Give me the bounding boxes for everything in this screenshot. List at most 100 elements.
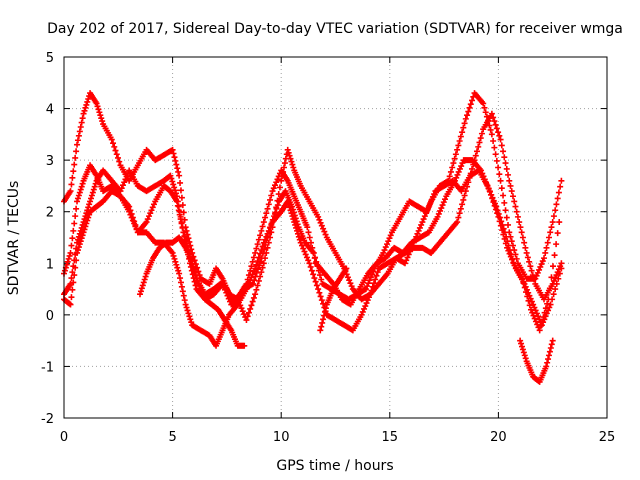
- data-point: [274, 202, 281, 209]
- data-point: [87, 195, 94, 202]
- data-point: [288, 210, 295, 217]
- y-tick-label: 3: [46, 154, 54, 169]
- data-point: [179, 202, 186, 209]
- data-point: [480, 100, 487, 107]
- data-point: [306, 234, 313, 241]
- data-point: [254, 258, 261, 265]
- data-point: [172, 157, 179, 164]
- data-point: [170, 252, 177, 259]
- data-point: [467, 170, 474, 177]
- data-point: [171, 154, 178, 161]
- data-point: [260, 219, 267, 226]
- data-point: [98, 115, 105, 122]
- data-point: [321, 312, 328, 319]
- data-point: [501, 199, 508, 206]
- data-point: [249, 298, 256, 305]
- data-point: [81, 226, 88, 233]
- data-point: [255, 254, 262, 261]
- data-point: [259, 223, 266, 230]
- data-point: [466, 104, 473, 111]
- data-point: [419, 219, 426, 226]
- data-point: [70, 227, 77, 234]
- data-point: [418, 221, 425, 228]
- data-point: [177, 275, 184, 282]
- data-point: [311, 275, 318, 282]
- data-point: [527, 263, 534, 270]
- data-point: [316, 289, 323, 296]
- data-point: [497, 136, 504, 143]
- data-point: [347, 280, 354, 287]
- data-point: [290, 216, 297, 223]
- data-point: [176, 208, 183, 215]
- data-point: [550, 291, 557, 298]
- data-point: [86, 201, 93, 208]
- data-point: [259, 243, 266, 250]
- data-point: [285, 149, 292, 156]
- data-point: [288, 158, 295, 165]
- data-point: [308, 267, 315, 274]
- data-point: [284, 146, 291, 153]
- data-point: [498, 142, 505, 149]
- data-point: [475, 143, 482, 150]
- data-point: [493, 157, 500, 164]
- data-point: [73, 148, 80, 155]
- data-point: [522, 355, 529, 362]
- data-point: [481, 104, 488, 111]
- data-point: [70, 279, 77, 286]
- data-point: [554, 195, 561, 202]
- data-point: [546, 348, 553, 355]
- data-point: [498, 185, 505, 192]
- data-point: [522, 244, 529, 251]
- data-point: [549, 337, 556, 344]
- data-point: [519, 346, 526, 353]
- data-point: [183, 227, 190, 234]
- data-point: [170, 150, 177, 157]
- data-point: [94, 103, 101, 110]
- data-point: [494, 207, 501, 214]
- data-point: [315, 286, 322, 293]
- data-point: [74, 247, 81, 254]
- data-point: [488, 110, 495, 117]
- data-point: [513, 208, 520, 215]
- data-point: [75, 244, 82, 251]
- data-point: [77, 186, 84, 193]
- data-point: [374, 269, 381, 276]
- data-point: [461, 192, 468, 199]
- data-point: [257, 250, 264, 257]
- data-point: [343, 265, 350, 272]
- data-point: [526, 258, 533, 265]
- data-point: [465, 179, 472, 186]
- data-point: [521, 284, 528, 291]
- data-point: [273, 205, 280, 212]
- data-point: [172, 187, 179, 194]
- data-point: [171, 255, 178, 262]
- data-point: [312, 278, 319, 285]
- data-point: [521, 239, 528, 246]
- data-point: [304, 224, 311, 231]
- data-point: [289, 161, 296, 168]
- data-point: [541, 255, 548, 262]
- series-track-f: [317, 265, 350, 334]
- data-point: [382, 244, 389, 251]
- data-point: [318, 222, 325, 229]
- data-point: [305, 229, 312, 236]
- data-point: [518, 229, 525, 236]
- data-point: [74, 195, 81, 202]
- data-point: [416, 224, 423, 231]
- data-point: [294, 230, 301, 237]
- data-point: [294, 227, 301, 234]
- data-point: [476, 139, 483, 146]
- data-point: [90, 186, 97, 193]
- data-point: [74, 249, 81, 256]
- data-point: [306, 260, 313, 267]
- data-point: [491, 118, 498, 125]
- data-point: [446, 173, 453, 180]
- data-point: [110, 140, 117, 147]
- data-point: [517, 337, 524, 344]
- data-point: [247, 305, 254, 312]
- data-point: [183, 304, 190, 311]
- data-point: [86, 211, 93, 218]
- data-point: [69, 235, 76, 242]
- data-point: [537, 263, 544, 270]
- data-point: [497, 177, 504, 184]
